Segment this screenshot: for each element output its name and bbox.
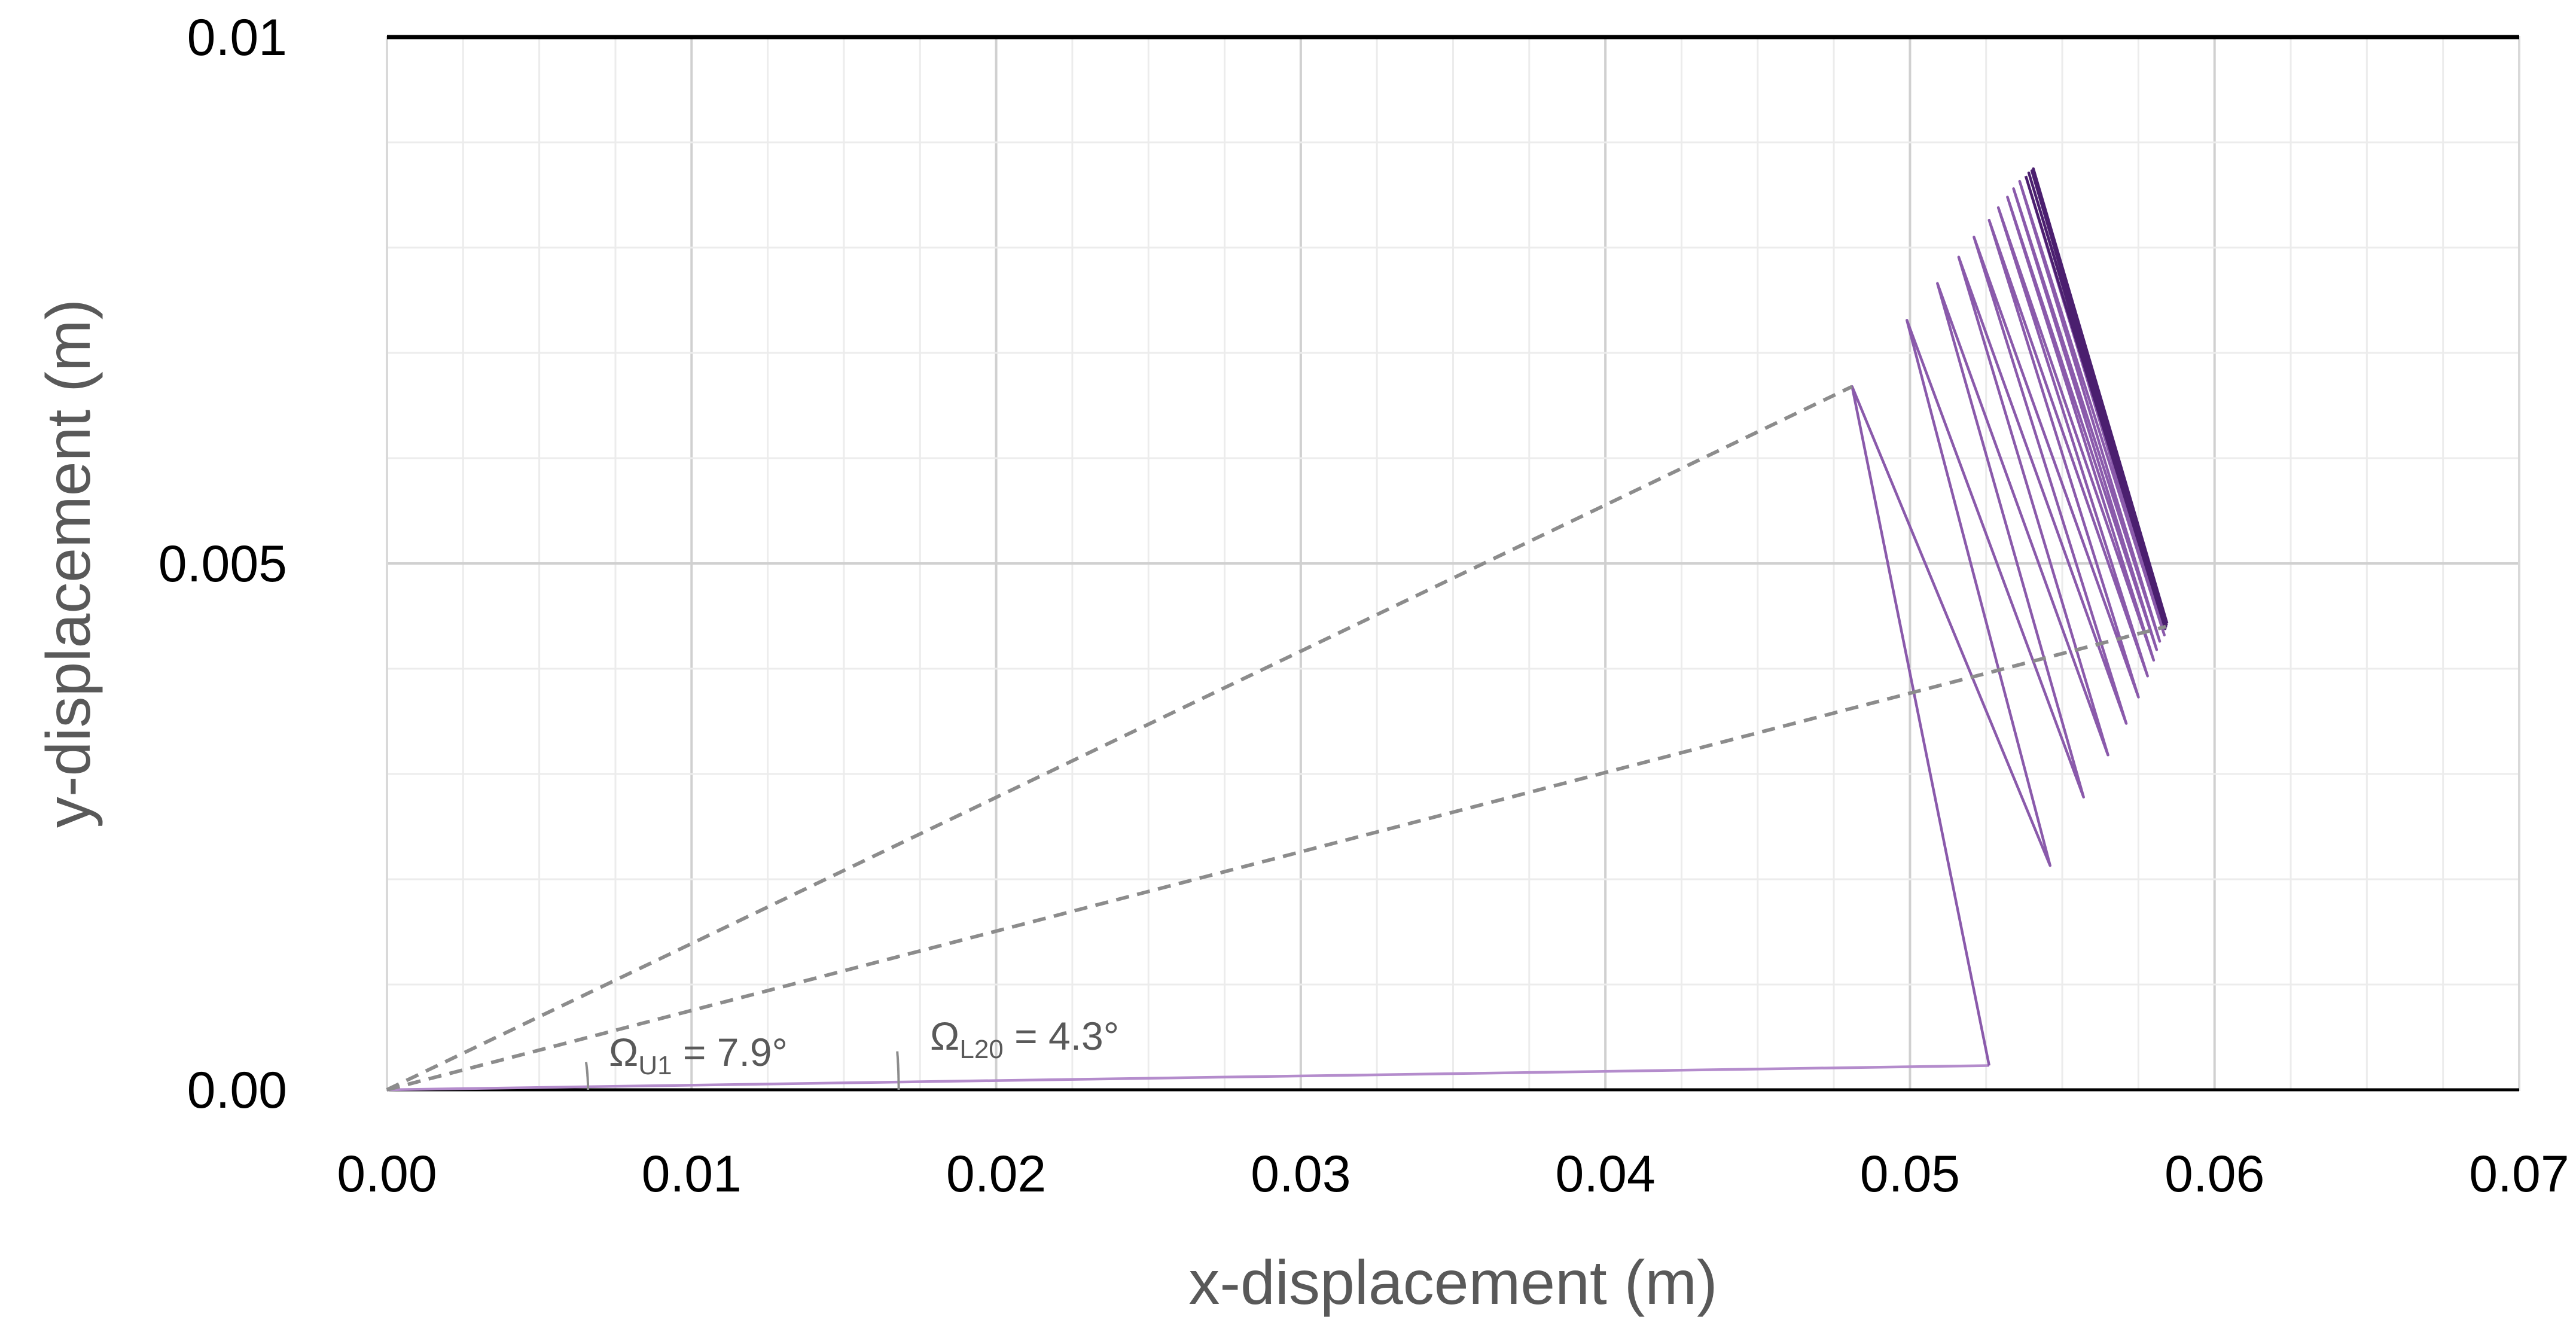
angle-label-2: ΩL20 = 4.3° [930, 1014, 1119, 1064]
x-tick-label: 0.05 [1860, 1145, 1960, 1203]
series-line-5 [386, 624, 2166, 1092]
x-tick-label: 0.06 [2165, 1145, 2264, 1203]
x-tick-label: 0.02 [946, 1145, 1046, 1203]
angle-arc-1 [584, 1062, 590, 1090]
x-tick-label: 0.00 [337, 1145, 437, 1203]
y-tick-labels: 0.00 0.005 0.01 [158, 9, 287, 1119]
y-tick-label: 0.005 [158, 535, 287, 593]
x-tick-label: 0.01 [642, 1145, 742, 1203]
x-axis-title: x-displacement (m) [1188, 1248, 1717, 1318]
x-tick-label: 0.03 [1251, 1145, 1351, 1203]
x-tick-label: 0.07 [2469, 1145, 2569, 1203]
x-tick-label: 0.04 [1555, 1145, 1655, 1203]
series-line-3 [2024, 167, 2169, 630]
series-line-2 [1851, 175, 2166, 1066]
y-tick-label: 0.01 [187, 9, 287, 66]
y-tick-label: 0.00 [187, 1062, 287, 1119]
series-line-4 [386, 385, 1853, 1092]
grid [387, 37, 2519, 1090]
series-line-1 [386, 1064, 1989, 1092]
series-layer [386, 167, 2169, 1092]
x-tick-labels: 0.00 0.01 0.02 0.03 0.04 0.05 0.06 0.07 [337, 1145, 2569, 1203]
y-axis-title: y-displacement (m) [34, 299, 103, 828]
angle-annotations: ΩU1 = 7.9° ΩL20 = 4.3° [584, 1014, 1119, 1090]
angle-arc-2 [896, 1051, 900, 1090]
angle-label-1: ΩU1 = 7.9° [609, 1030, 788, 1080]
